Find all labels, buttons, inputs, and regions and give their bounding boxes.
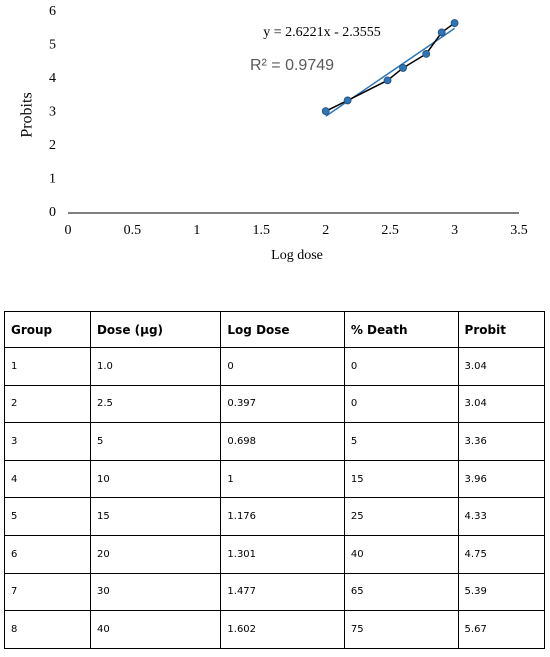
table-row: 4 10 1 15 3.96	[4, 459, 546, 499]
x-tick-label: 3	[451, 223, 458, 238]
table-row: 5 15 1.176 25 4.33	[4, 497, 546, 536]
table-cell: 65	[343, 572, 459, 612]
table-cell: 30	[89, 572, 222, 612]
table-cell: 5	[4, 497, 91, 536]
table-cell: 2.5	[89, 384, 222, 424]
table-cell: 1.301	[220, 534, 345, 574]
table-cell: 0	[220, 347, 345, 386]
table-cell: 5.67	[457, 610, 546, 649]
table-cell: 1.602	[220, 610, 345, 649]
table-cell: 1.0	[89, 347, 222, 386]
y-tick-label: 0	[49, 205, 56, 220]
table-cell: 3	[4, 422, 91, 461]
table-row: 3 5 0.698 5 3.36	[4, 422, 546, 461]
table-cell: 4	[4, 459, 91, 499]
table-cell: 1.477	[220, 572, 345, 612]
x-tick-label: 3.5	[510, 223, 528, 238]
x-tick-label: 0.5	[124, 223, 142, 238]
table-cell: 3.04	[457, 347, 546, 386]
table-cell: 5	[343, 422, 459, 461]
r-squared: R² = 0.9749	[250, 57, 334, 74]
table-cell: 1	[220, 459, 345, 499]
y-tick-label: 2	[49, 138, 56, 153]
data-point	[437, 28, 446, 37]
table-cell: 0.698	[220, 422, 345, 461]
table-cell: 2	[4, 384, 91, 424]
table-cell: 20	[89, 534, 222, 574]
table-cell: 15	[343, 459, 459, 499]
table-cell: 0.397	[220, 384, 345, 424]
table-row: 1 1.0 0 0 3.04	[4, 347, 546, 386]
header-cell: Probit	[457, 311, 546, 348]
header-cell: Log Dose	[220, 311, 345, 348]
table-cell: 4.33	[457, 497, 546, 536]
header-cell: Group	[4, 311, 91, 348]
y-tick-label: 1	[49, 172, 56, 187]
table-cell: 15	[89, 497, 222, 536]
table-row: 6 20 1.301 40 4.75	[4, 534, 546, 574]
data-table: Group Dose (μg) Log Dose% Death Probit 1 1.0 0…	[4, 311, 546, 649]
data-point	[383, 76, 392, 85]
table-cell: 3.04	[457, 384, 546, 424]
y-tick-label: 4	[49, 71, 56, 86]
header-cell: Dose (μg)	[89, 311, 222, 348]
chart: Log dose Probits y = 2.6221x - 2.3555 R²…	[19, 4, 528, 263]
y-tick-label: 5	[49, 38, 56, 53]
table-row: 7 30 1.477 65 5.39	[4, 572, 546, 612]
table-cell: 10	[89, 459, 222, 499]
data-point	[321, 107, 330, 116]
y-axis-label: Probits	[19, 92, 36, 137]
x-tick-label: 2	[322, 223, 329, 238]
table-cell: 3.36	[457, 422, 546, 461]
table-cell: 7	[4, 572, 91, 612]
table-cell: 25	[343, 497, 459, 536]
table-cell: 4.75	[457, 534, 546, 574]
x-tick-label: 1	[193, 223, 200, 238]
table-cell: 1.176	[220, 497, 345, 536]
data-point	[399, 64, 407, 72]
data-point	[422, 49, 431, 58]
table-row: 2 2.5 0.397 0 3.04	[4, 384, 546, 424]
header-cell: % Death	[343, 311, 459, 348]
y-tick-label: 6	[49, 4, 56, 19]
y-tick-label: 3	[49, 105, 56, 120]
table-cell: 6	[4, 534, 91, 574]
table-cell: 75	[343, 610, 459, 649]
table-cell: 3.96	[457, 459, 546, 499]
data-point	[343, 96, 352, 105]
x-axis-label: Log dose	[271, 248, 323, 263]
table-cell: 5	[89, 422, 222, 461]
table-cell: 40	[343, 534, 459, 574]
x-tick-label: 2.5	[381, 223, 399, 238]
trendline-equation: y = 2.6221x - 2.3555	[263, 25, 381, 40]
table-cell: 8	[4, 610, 91, 649]
table-cell: 1	[4, 347, 91, 386]
x-tick-label: 1.5	[253, 223, 271, 238]
table-cell: 0	[343, 347, 459, 386]
table-cell: 0	[343, 384, 459, 424]
table-row: 8 40 1.602 75 5.67	[4, 610, 546, 649]
x-tick-label: 0	[65, 223, 72, 238]
data-point	[450, 19, 459, 27]
table-cell: 5.39	[457, 572, 546, 612]
header-row: Group Dose (μg) Log Dose% Death Probit	[4, 311, 546, 348]
table-cell: 40	[89, 610, 222, 649]
